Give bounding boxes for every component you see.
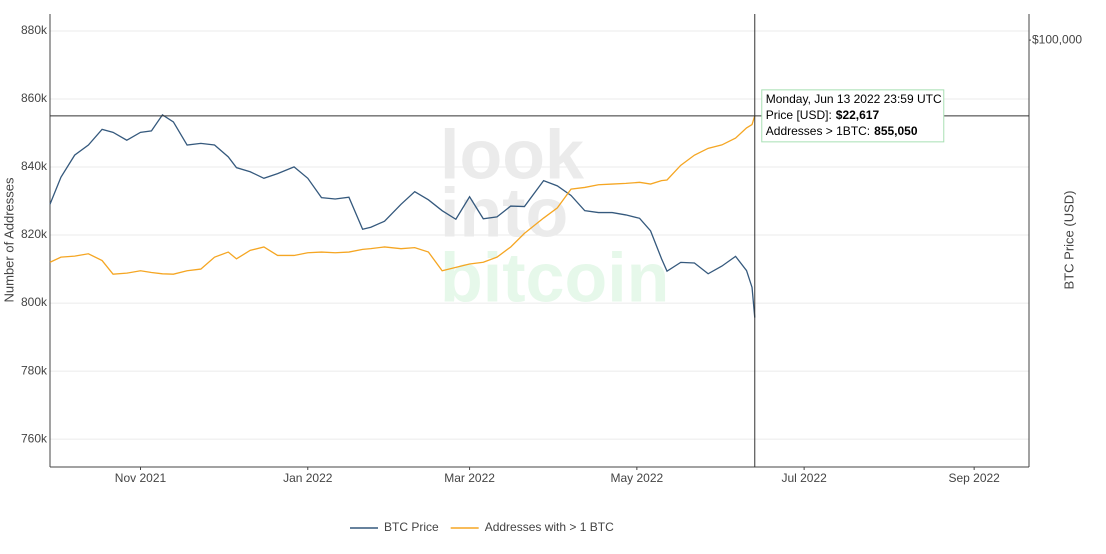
tooltip-label: Price [USD]: bbox=[766, 108, 832, 122]
watermark-text: look bbox=[440, 115, 584, 193]
tooltip-value: $22,617 bbox=[836, 108, 880, 122]
y-axis-label: Number of Addresses bbox=[1, 177, 16, 303]
x-tick-label: Sep 2022 bbox=[948, 471, 1000, 485]
x-tick-label: May 2022 bbox=[611, 471, 664, 485]
watermark-text: bitcoin bbox=[440, 238, 669, 316]
watermark: look into bitcoin bbox=[440, 115, 669, 316]
tooltip-addresses: Addresses > 1BTC: 855,050 bbox=[766, 124, 918, 138]
x-tick-label: Mar 2022 bbox=[444, 471, 495, 485]
legend-label: Addresses with > 1 BTC bbox=[485, 520, 614, 534]
tooltip-value: 855,050 bbox=[874, 124, 918, 138]
y-tick-label: 860k bbox=[21, 91, 48, 105]
y-tick-label: 820k bbox=[21, 227, 48, 241]
tooltip-date: Monday, Jun 13 2022 23:59 UTC bbox=[766, 92, 942, 106]
y-tick-label: 760k bbox=[21, 431, 48, 445]
y-tick-label: 800k bbox=[21, 295, 48, 309]
tooltip-label: Addresses > 1BTC: bbox=[766, 124, 870, 138]
x-tick-label: Jul 2022 bbox=[781, 471, 827, 485]
series-line bbox=[49, 115, 756, 275]
y2-tick-label: $100,000 bbox=[1032, 32, 1082, 46]
tooltip-box bbox=[761, 89, 945, 143]
y-tick-label: 780k bbox=[21, 363, 48, 377]
legend-label: BTC Price bbox=[384, 520, 439, 534]
watermark-text: into bbox=[440, 173, 568, 251]
tooltip-price: Price [USD]: $22,617 bbox=[766, 108, 880, 122]
x-tick-label: Nov 2021 bbox=[115, 471, 167, 485]
tooltip: Monday, Jun 13 2022 23:59 UTC Price [USD]… bbox=[761, 89, 945, 143]
y2-axis-label: BTC Price (USD) bbox=[1061, 191, 1076, 290]
x-tick-label: Jan 2022 bbox=[283, 471, 333, 485]
y-tick-label: 840k bbox=[21, 159, 48, 173]
y-tick-label: 880k bbox=[21, 23, 48, 37]
